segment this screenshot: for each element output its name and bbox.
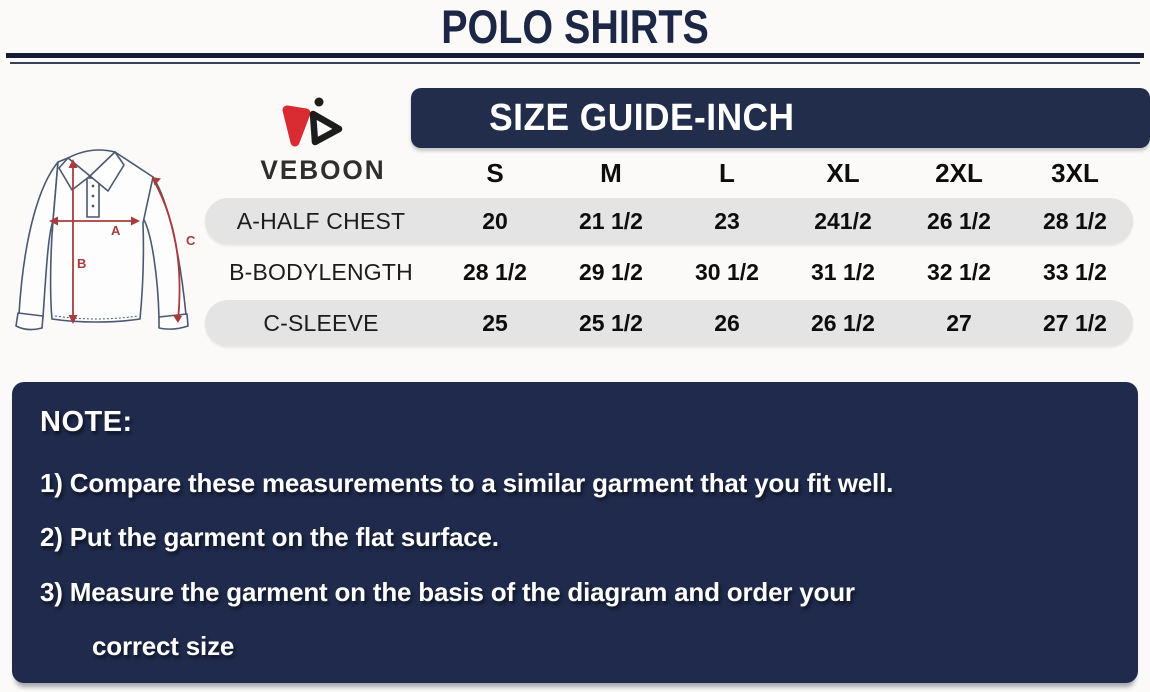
cell-value: 33 1/2	[1043, 258, 1107, 285]
row-label: C-SLEEVE	[263, 309, 379, 336]
cell-value: 27	[946, 309, 972, 336]
cell-value: 32 1/2	[927, 258, 991, 285]
cell-value: 241/2	[814, 207, 872, 234]
shirt-buttons	[91, 184, 95, 208]
brand-logo: VEBOON	[248, 93, 398, 186]
cell-value: 25	[482, 309, 508, 336]
column-header-m: M	[600, 157, 622, 188]
table-row-sleeve: C-SLEEVE 25 25 1/2 26 26 1/2 27 27 1/2	[205, 300, 1133, 346]
cell-value: 20	[482, 207, 508, 234]
cell-value: 29 1/2	[579, 258, 643, 285]
size-guide-title: SIZE GUIDE-INCH	[489, 96, 795, 139]
table-row-half-chest: A-HALF CHEST 20 21 1/2 23 241/2 26 1/2 2…	[205, 198, 1133, 244]
page-title: POLO SHIRTS	[441, 0, 709, 53]
shirt-right-cuff	[158, 313, 189, 330]
cell-value: 26 1/2	[927, 207, 991, 234]
divider-thick	[6, 53, 1144, 58]
column-header-2xl: 2XL	[935, 157, 983, 188]
note-box: NOTE: 1) Compare these measurements to a…	[12, 382, 1138, 683]
column-header-l: L	[719, 157, 735, 188]
cell-value: 26 1/2	[811, 309, 875, 336]
measure-arrow-c	[152, 178, 181, 321]
column-header-3xl: 3XL	[1051, 157, 1099, 188]
cell-value: 28 1/2	[463, 258, 527, 285]
note-item-1: 1) Compare these measurements to a simil…	[40, 468, 894, 498]
logo-red-triangle	[282, 105, 311, 147]
size-table: S M L XL 2XL 3XL A-HALF CHEST 20 21 1/2 …	[205, 152, 1133, 351]
cell-value: 26	[714, 309, 740, 336]
measure-label-a: A	[111, 223, 121, 238]
note-item-3-continued: correct size	[92, 630, 235, 661]
row-label: B-BODYLENGTH	[229, 258, 413, 285]
cell-value: 28 1/2	[1043, 207, 1107, 234]
shirt-hem-stitch	[54, 315, 139, 320]
arrowheads	[49, 159, 182, 324]
logo-dot	[314, 97, 324, 107]
shirt-left-cuff	[15, 312, 44, 331]
cell-value: 27 1/2	[1043, 309, 1107, 336]
table-row-bodylength: B-BODYLENGTH 28 1/2 29 1/2 30 1/2 31 1/2…	[205, 249, 1133, 295]
divider-thin	[10, 62, 1140, 64]
cell-value: 30 1/2	[695, 258, 759, 285]
row-label: A-HALF CHEST	[236, 207, 406, 234]
polo-shirt-measurement-diagram: A B C	[15, 149, 196, 331]
note-item-3: 3) Measure the garment on the basis of t…	[40, 576, 855, 607]
cell-value: 23	[714, 207, 740, 234]
column-header-xl: XL	[826, 157, 860, 188]
measure-label-c: C	[186, 233, 196, 248]
cell-value: 21 1/2	[579, 207, 643, 234]
shirt-collar	[58, 149, 125, 192]
brand-logo-icon	[282, 97, 343, 147]
cell-value: 25 1/2	[579, 309, 643, 336]
logo-black-triangle	[309, 110, 343, 146]
cell-value: 31 1/2	[811, 258, 875, 285]
note-heading: NOTE:	[40, 406, 133, 438]
measure-label-b: B	[77, 256, 86, 271]
size-guide-header: SIZE GUIDE-INCH	[411, 88, 1150, 148]
brand-name: VEBOON	[260, 155, 386, 185]
note-item-2: 2) Put the garment on the flat surface.	[40, 522, 499, 553]
size-table-header-row: S M L XL 2XL 3XL	[205, 152, 1133, 194]
column-header-s: S	[486, 157, 504, 188]
shirt-placket	[86, 177, 100, 218]
